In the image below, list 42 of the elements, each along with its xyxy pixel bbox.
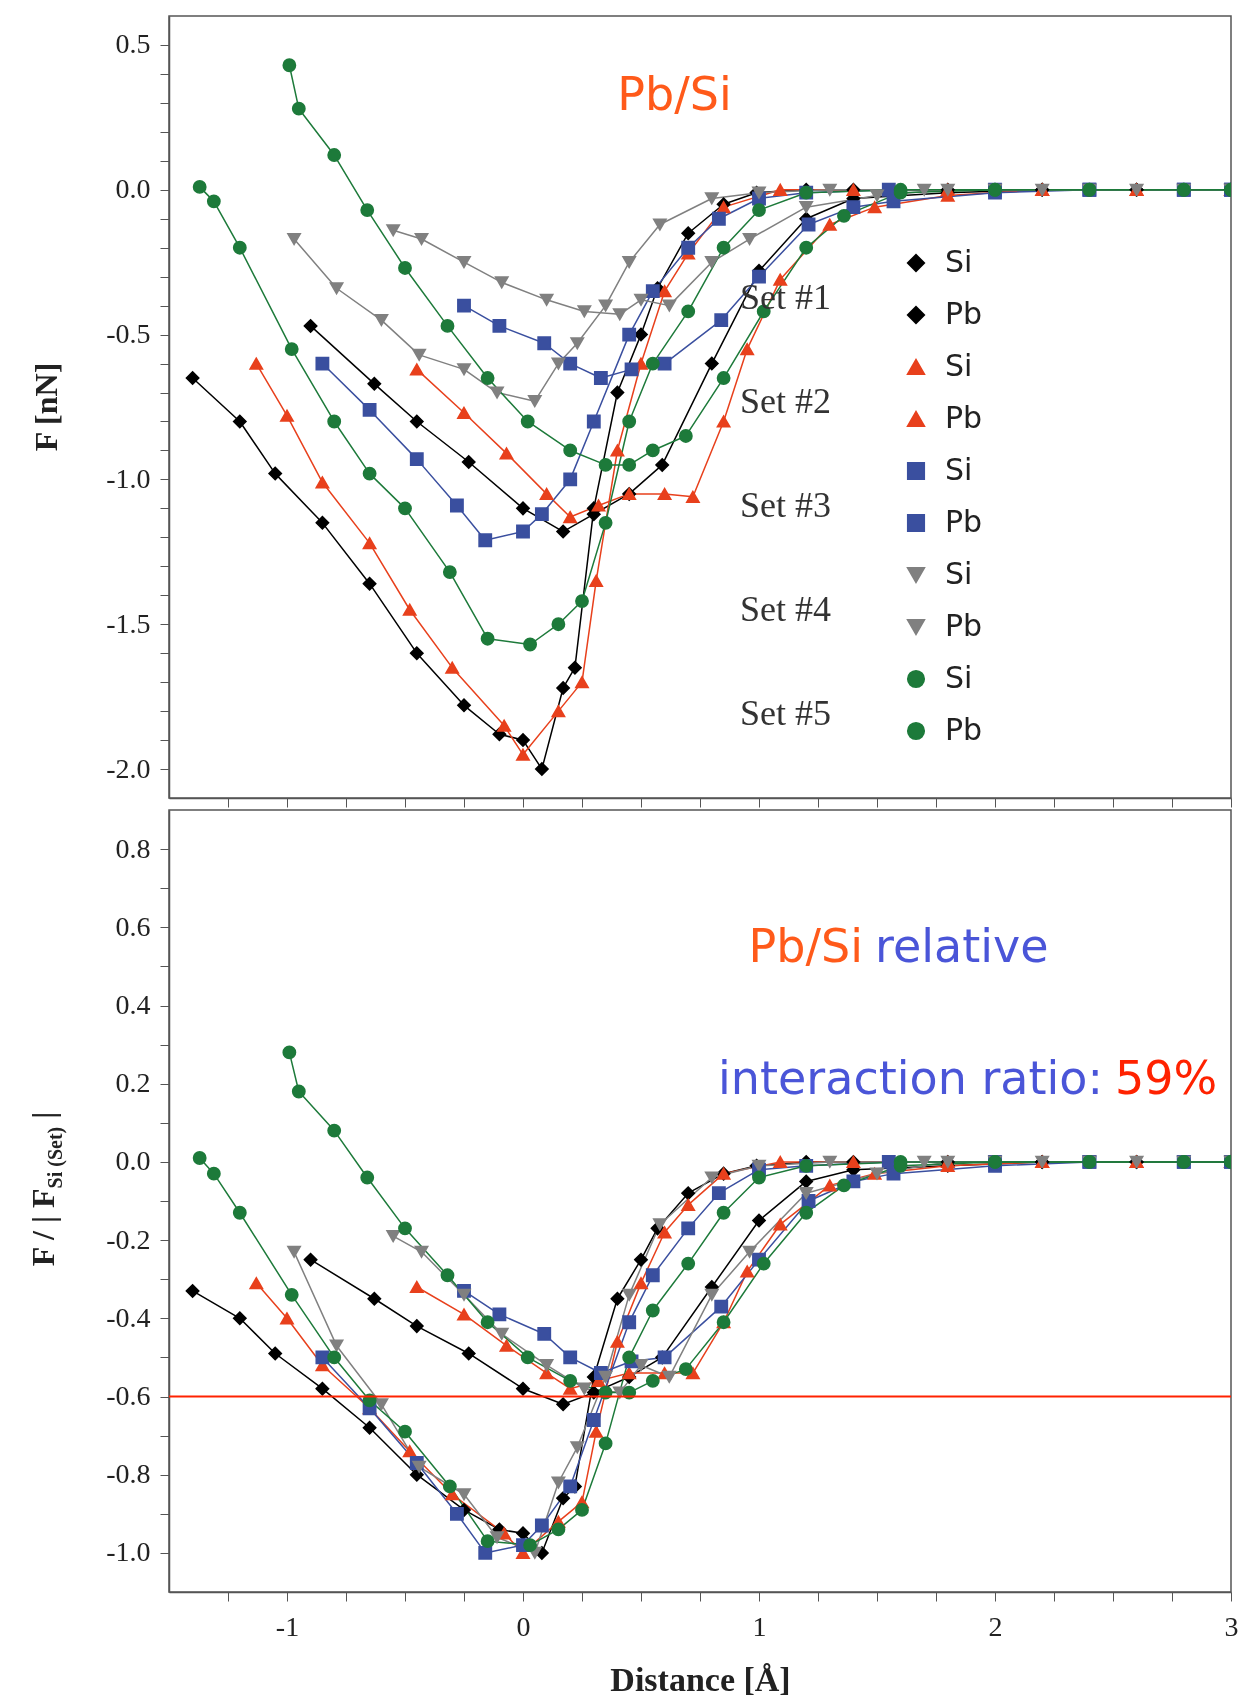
x-tick-label: 3 — [1224, 1610, 1239, 1642]
x-tick-label: 1 — [752, 1610, 767, 1642]
y-tick-label: 0.5 — [115, 28, 151, 60]
annotation: Pb/Si — [617, 67, 732, 121]
annotation: relative — [875, 919, 1049, 973]
annotation: Set #2 — [739, 381, 831, 421]
y-axis-title: F [nN] — [27, 362, 65, 452]
legend-label: Pb — [945, 296, 983, 331]
y-tick-label: 0.2 — [115, 1067, 151, 1099]
y-tick-label: -0.4 — [106, 1301, 151, 1333]
annotation: interaction ratio: — [718, 1051, 1103, 1105]
y-tick-label: 0.0 — [115, 173, 151, 205]
annotation: Set #3 — [739, 485, 831, 525]
legend-label: Pb — [945, 504, 983, 539]
y-tick-label: -1.0 — [106, 1536, 151, 1568]
y-tick-label: 0.4 — [115, 989, 151, 1020]
legend-label: Si — [945, 660, 973, 695]
legend-label: Si — [945, 556, 973, 591]
x-tick-label: 0 — [516, 1610, 531, 1642]
y-tick-label: -2.0 — [106, 752, 151, 784]
y-tick-label: -1.0 — [106, 462, 151, 494]
annotation: Set #4 — [739, 589, 831, 629]
x-axis-title: Distance [Å] — [610, 1660, 791, 1698]
annotation: 59% — [1115, 1051, 1218, 1105]
x-tick-label: -1 — [275, 1610, 300, 1642]
legend-label: Si — [945, 452, 973, 487]
y-tick-label: 0.6 — [115, 910, 151, 942]
legend-label: Si — [945, 348, 973, 383]
legend-label: Pb — [945, 712, 983, 747]
y-tick-label: -1.5 — [106, 607, 151, 639]
y-tick-label: -0.6 — [106, 1380, 151, 1411]
legend-label: Si — [945, 244, 973, 279]
y-tick-label: 0.0 — [115, 1145, 151, 1177]
y-tick-label: -0.8 — [106, 1458, 151, 1490]
legend-label: Pb — [945, 608, 983, 643]
y-tick-label: 0.8 — [115, 832, 151, 864]
annotation: Set #5 — [739, 693, 831, 733]
y-tick-label: -0.2 — [106, 1223, 151, 1255]
legend-label: Pb — [945, 400, 983, 435]
y-tick-label: -0.5 — [106, 318, 151, 350]
annotation: Pb/Si — [748, 919, 863, 973]
x-tick-label: 2 — [988, 1610, 1003, 1642]
